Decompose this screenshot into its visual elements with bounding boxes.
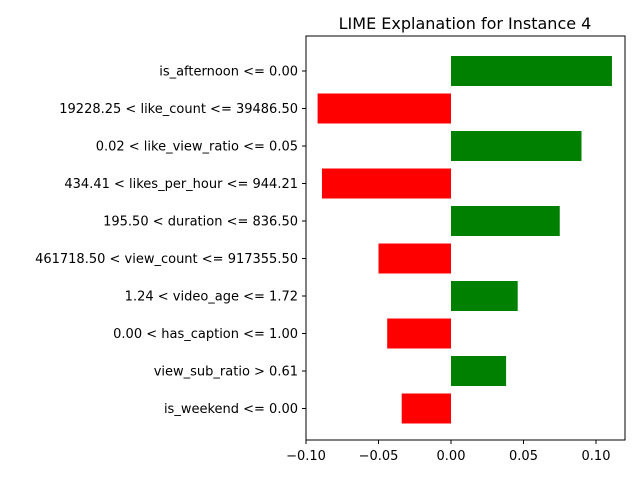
x-tick-label: 0.05 bbox=[509, 449, 538, 464]
bar-0 bbox=[451, 56, 612, 86]
bar-2 bbox=[451, 131, 582, 161]
plot-area-frame bbox=[305, 35, 626, 441]
bar-4 bbox=[451, 206, 560, 236]
chart-title: LIME Explanation for Instance 4 bbox=[339, 14, 592, 33]
category-label: 19228.25 < like_count <= 39486.50 bbox=[59, 102, 298, 117]
x-tick-label: −0.05 bbox=[359, 449, 399, 464]
category-label: view_sub_ratio > 0.61 bbox=[154, 365, 298, 380]
category-labels: is_afternoon <= 0.00 19228.25 < like_coun… bbox=[35, 65, 306, 417]
category-label: 195.50 < duration <= 836.50 bbox=[103, 215, 298, 230]
bar-3 bbox=[321, 168, 451, 199]
x-axis-ticks: −0.10 −0.05 0.00 0.05 0.10 bbox=[286, 440, 610, 464]
category-label: 1.24 < video_age <= 1.72 bbox=[125, 290, 298, 305]
category-label: 0.00 < has_caption <= 1.00 bbox=[113, 327, 298, 342]
bars-group bbox=[317, 56, 612, 424]
category-label: 0.02 < like_view_ratio <= 0.05 bbox=[96, 140, 298, 155]
bar-1 bbox=[317, 93, 451, 124]
bar-5 bbox=[378, 243, 451, 274]
category-label: is_weekend <= 0.00 bbox=[164, 402, 298, 417]
bar-7 bbox=[387, 318, 451, 349]
category-label: is_afternoon <= 0.00 bbox=[159, 65, 298, 80]
x-tick-label: 0.00 bbox=[437, 449, 466, 464]
bar-6 bbox=[451, 281, 518, 311]
category-label: 434.41 < likes_per_hour <= 944.21 bbox=[64, 177, 298, 192]
category-label: 461718.50 < view_count <= 917355.50 bbox=[35, 252, 298, 267]
x-tick-label: −0.10 bbox=[286, 449, 326, 464]
bar-9 bbox=[401, 393, 451, 424]
x-tick-label: 0.10 bbox=[582, 449, 611, 464]
bar-8 bbox=[451, 356, 507, 386]
